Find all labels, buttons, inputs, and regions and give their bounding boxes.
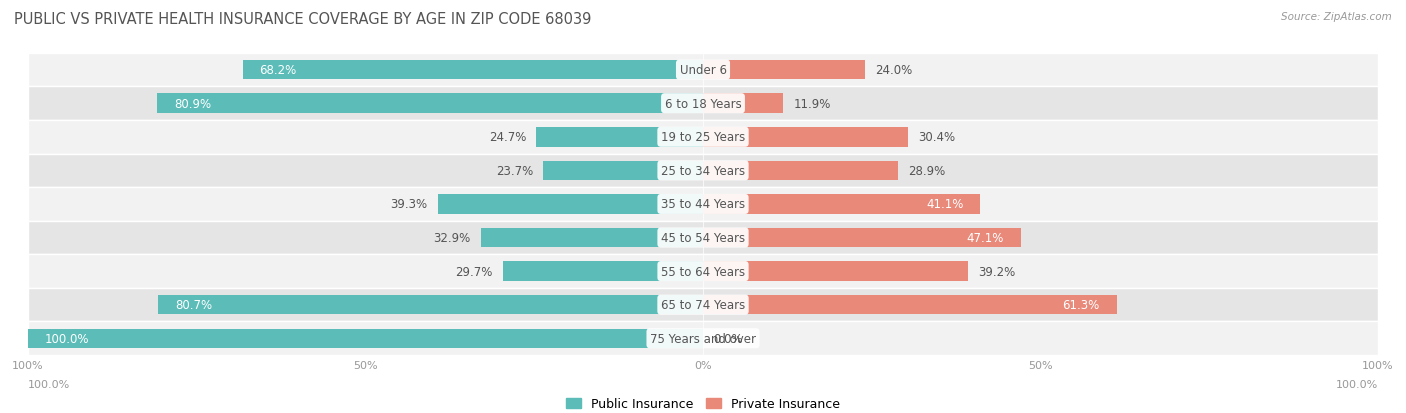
Text: 32.9%: 32.9% bbox=[433, 231, 471, 244]
Text: 11.9%: 11.9% bbox=[793, 97, 831, 110]
Text: 23.7%: 23.7% bbox=[496, 164, 533, 178]
Text: 65 to 74 Years: 65 to 74 Years bbox=[661, 299, 745, 311]
Text: 25 to 34 Years: 25 to 34 Years bbox=[661, 164, 745, 178]
Text: 100.0%: 100.0% bbox=[45, 332, 90, 345]
Text: 47.1%: 47.1% bbox=[966, 231, 1004, 244]
Text: 19 to 25 Years: 19 to 25 Years bbox=[661, 131, 745, 144]
Bar bbox=[28, 221, 1378, 255]
Text: 0.0%: 0.0% bbox=[713, 332, 742, 345]
Bar bbox=[703, 228, 1021, 248]
Text: 29.7%: 29.7% bbox=[456, 265, 492, 278]
Text: PUBLIC VS PRIVATE HEALTH INSURANCE COVERAGE BY AGE IN ZIP CODE 68039: PUBLIC VS PRIVATE HEALTH INSURANCE COVER… bbox=[14, 12, 592, 27]
Text: 61.3%: 61.3% bbox=[1063, 299, 1099, 311]
Text: 68.2%: 68.2% bbox=[260, 64, 297, 77]
Bar bbox=[437, 195, 703, 214]
Bar bbox=[28, 188, 1378, 221]
Text: 24.7%: 24.7% bbox=[489, 131, 526, 144]
Bar bbox=[703, 295, 1116, 315]
Bar bbox=[703, 94, 783, 114]
Bar bbox=[157, 94, 703, 114]
Bar bbox=[28, 54, 1378, 87]
Text: 45 to 54 Years: 45 to 54 Years bbox=[661, 231, 745, 244]
Bar bbox=[243, 61, 703, 80]
Bar bbox=[28, 288, 1378, 322]
Bar bbox=[28, 322, 1378, 355]
Bar bbox=[703, 262, 967, 281]
Text: 35 to 44 Years: 35 to 44 Years bbox=[661, 198, 745, 211]
Bar bbox=[703, 195, 980, 214]
Bar bbox=[703, 128, 908, 147]
Bar bbox=[536, 128, 703, 147]
Text: 28.9%: 28.9% bbox=[908, 164, 945, 178]
Bar bbox=[28, 87, 1378, 121]
Bar bbox=[481, 228, 703, 248]
Text: Source: ZipAtlas.com: Source: ZipAtlas.com bbox=[1281, 12, 1392, 22]
Text: 80.9%: 80.9% bbox=[174, 97, 211, 110]
Text: 41.1%: 41.1% bbox=[927, 198, 963, 211]
Bar bbox=[28, 154, 1378, 188]
Bar bbox=[159, 295, 703, 315]
Text: 39.2%: 39.2% bbox=[977, 265, 1015, 278]
Bar bbox=[28, 121, 1378, 154]
Text: 80.7%: 80.7% bbox=[176, 299, 212, 311]
Bar bbox=[703, 161, 898, 180]
Text: 6 to 18 Years: 6 to 18 Years bbox=[665, 97, 741, 110]
Text: 75 Years and over: 75 Years and over bbox=[650, 332, 756, 345]
Bar bbox=[502, 262, 703, 281]
Bar bbox=[543, 161, 703, 180]
Bar bbox=[28, 329, 703, 348]
Legend: Public Insurance, Private Insurance: Public Insurance, Private Insurance bbox=[561, 392, 845, 413]
Bar bbox=[28, 255, 1378, 288]
Text: 39.3%: 39.3% bbox=[391, 198, 427, 211]
Text: 100.0%: 100.0% bbox=[28, 379, 70, 389]
Text: Under 6: Under 6 bbox=[679, 64, 727, 77]
Text: 55 to 64 Years: 55 to 64 Years bbox=[661, 265, 745, 278]
Bar bbox=[703, 61, 865, 80]
Text: 30.4%: 30.4% bbox=[918, 131, 956, 144]
Text: 24.0%: 24.0% bbox=[875, 64, 912, 77]
Text: 100.0%: 100.0% bbox=[1336, 379, 1378, 389]
